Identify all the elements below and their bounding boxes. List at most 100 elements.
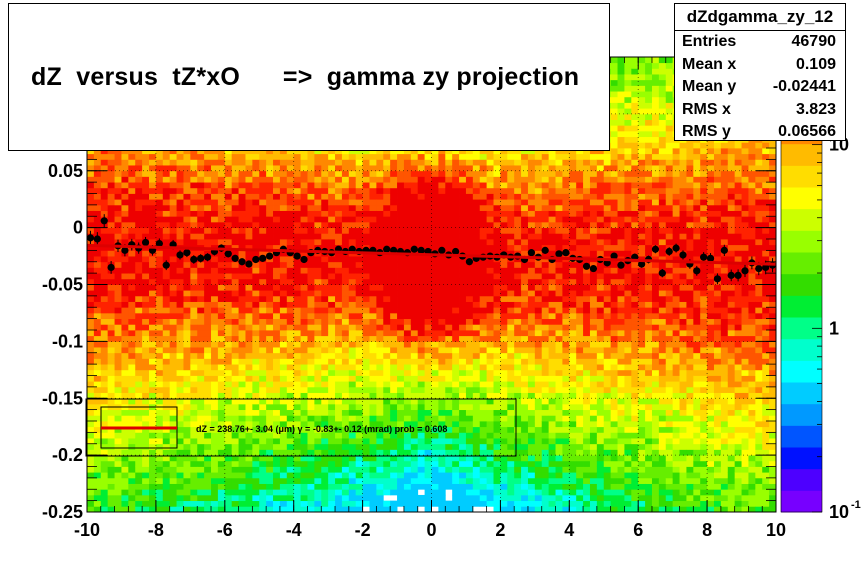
heatmap-cell xyxy=(348,267,357,274)
heatmap-cell xyxy=(479,221,488,229)
heatmap-cell xyxy=(341,347,350,354)
heatmap-cell xyxy=(204,449,212,456)
heatmap-cell xyxy=(369,312,377,320)
heatmap-cell xyxy=(259,443,267,450)
heatmap-cell xyxy=(493,233,501,240)
heatmap-cell xyxy=(224,381,233,388)
heatmap-cell xyxy=(149,421,157,428)
heatmap-cell xyxy=(149,477,157,484)
heatmap-cell xyxy=(493,312,501,320)
heatmap-cell xyxy=(335,153,343,160)
heatmap-cell xyxy=(362,290,370,297)
heatmap-cell xyxy=(273,261,281,268)
heatmap-cell xyxy=(224,187,233,194)
heatmap-cell xyxy=(321,375,329,382)
heatmap-cell xyxy=(149,375,157,382)
heatmap-cell xyxy=(376,210,384,217)
heatmap-cell xyxy=(266,386,274,393)
heatmap-cell xyxy=(293,193,301,200)
heatmap-cell xyxy=(142,375,150,382)
heatmap-cell xyxy=(459,364,467,371)
heatmap-cell xyxy=(87,438,95,445)
heatmap-cell xyxy=(300,483,308,490)
heatmap-cell xyxy=(190,472,198,479)
heatmap-cell xyxy=(121,312,129,320)
heatmap-cell xyxy=(507,409,515,416)
heatmap-cell xyxy=(162,324,171,331)
heatmap-cell xyxy=(190,352,198,359)
heatmap-cell xyxy=(514,403,522,411)
heatmap-cell xyxy=(245,347,253,354)
heatmap-cell xyxy=(217,364,226,371)
heatmap-cell xyxy=(155,398,164,405)
heatmap-cell xyxy=(459,290,467,297)
heatmap-cell xyxy=(204,170,212,177)
heatmap-cell xyxy=(493,494,501,502)
heatmap-cell xyxy=(314,455,322,462)
heatmap-cell xyxy=(279,187,288,194)
heatmap-cell xyxy=(362,301,370,308)
heatmap-cell xyxy=(410,307,419,314)
heatmap-cell xyxy=(500,176,508,183)
heatmap-cell xyxy=(465,193,474,200)
heatmap-cell xyxy=(410,375,419,382)
heatmap-cell xyxy=(87,500,95,507)
heatmap-cell xyxy=(383,153,391,160)
heatmap-cell xyxy=(390,187,398,194)
heatmap-cell xyxy=(204,455,212,462)
heatmap-cell xyxy=(390,153,398,160)
heatmap-cell xyxy=(431,273,439,280)
heatmap-cell xyxy=(87,421,95,428)
heatmap-cell xyxy=(355,199,363,206)
heatmap-cell xyxy=(135,165,143,172)
heatmap-cell xyxy=(403,386,412,393)
heatmap-cell xyxy=(321,506,329,513)
heatmap-cell xyxy=(149,364,157,371)
heatmap-cell xyxy=(259,472,267,479)
heatmap-cell xyxy=(514,449,522,456)
heatmap-cell xyxy=(335,466,343,473)
heatmap-cell xyxy=(500,312,508,320)
heatmap-cell xyxy=(252,153,260,160)
heatmap-cell xyxy=(403,426,412,433)
heatmap-cell xyxy=(445,364,453,371)
heatmap-cell xyxy=(369,409,377,416)
heatmap-cell xyxy=(142,438,150,445)
heatmap-cell xyxy=(217,506,226,513)
heatmap-cell xyxy=(100,153,109,160)
heatmap-cell xyxy=(390,216,398,223)
heatmap-cell xyxy=(500,426,508,433)
heatmap-cell xyxy=(383,449,391,456)
heatmap-cell xyxy=(424,307,432,314)
heatmap-cell xyxy=(155,455,164,462)
heatmap-cell xyxy=(135,312,143,320)
heatmap-cell xyxy=(472,341,481,348)
heatmap-cell xyxy=(224,301,233,308)
heatmap-cell xyxy=(321,239,329,246)
heatmap-cell xyxy=(169,267,177,274)
heatmap-cell xyxy=(348,375,357,382)
heatmap-cell xyxy=(341,324,350,331)
heatmap-cell xyxy=(149,204,157,211)
heatmap-cell xyxy=(417,347,426,354)
heatmap-cell xyxy=(417,494,426,502)
heatmap-cell xyxy=(204,409,212,416)
heatmap-cell xyxy=(87,358,95,365)
heatmap-cell xyxy=(286,261,295,268)
heatmap-cell xyxy=(87,506,95,513)
heatmap-cell xyxy=(479,307,488,314)
heatmap-cell xyxy=(397,318,405,325)
heatmap-cell xyxy=(149,506,157,513)
heatmap-cell xyxy=(211,472,219,479)
heatmap-cell xyxy=(424,159,432,166)
heatmap-cell xyxy=(514,295,522,302)
heatmap-cell xyxy=(169,330,177,337)
heatmap-cell xyxy=(307,489,315,496)
heatmap-cell xyxy=(410,278,419,285)
heatmap-cell xyxy=(307,159,315,166)
heatmap-cell xyxy=(169,182,177,189)
heatmap-cell xyxy=(348,295,357,302)
heatmap-cell xyxy=(279,273,288,280)
heatmap-cell xyxy=(197,381,205,388)
heatmap-cell xyxy=(87,256,95,263)
